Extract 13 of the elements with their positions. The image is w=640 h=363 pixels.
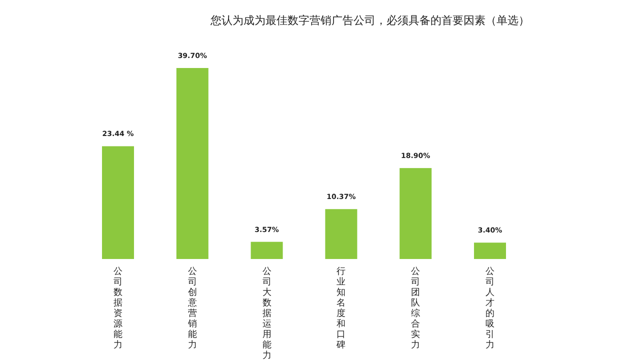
category-label: 公司大数据运用能力 <box>262 267 272 361</box>
bar <box>102 146 134 259</box>
bar <box>474 242 506 259</box>
bar <box>250 242 283 259</box>
bar <box>176 68 208 259</box>
x-tick-label: 公司数据资源能力 <box>114 266 122 350</box>
bar <box>325 209 358 259</box>
chart-title: 您认为成为最佳数字营销广告公司，必须具备的首要因素（单选） <box>210 14 530 27</box>
x-tick-label: 公司创意营销能力 <box>186 266 197 350</box>
bar <box>400 168 432 259</box>
x-tick-label: 行业知名度和口碑 <box>336 266 346 350</box>
x-tick-label: 公司人才的吸引力 <box>486 266 494 350</box>
x-tick-label: 公司团队综合实力 <box>411 266 420 350</box>
